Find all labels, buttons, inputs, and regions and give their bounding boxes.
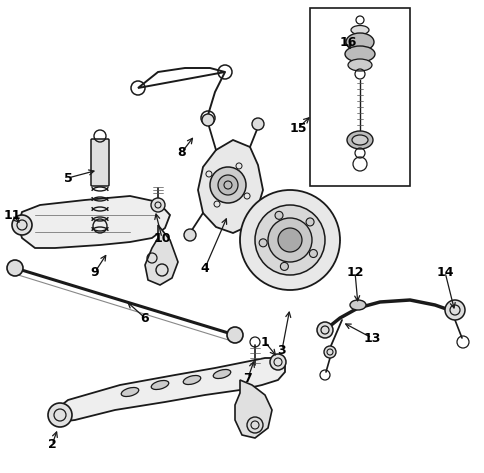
Ellipse shape (213, 369, 230, 378)
Bar (309, 8, 409, 186)
Text: 14: 14 (435, 265, 453, 279)
Ellipse shape (346, 131, 372, 149)
Circle shape (210, 167, 245, 203)
Ellipse shape (151, 380, 168, 389)
Ellipse shape (183, 376, 200, 385)
Text: 9: 9 (91, 265, 99, 279)
Ellipse shape (349, 300, 365, 310)
Polygon shape (197, 140, 262, 233)
FancyBboxPatch shape (91, 139, 109, 186)
Circle shape (323, 346, 335, 358)
Circle shape (227, 327, 242, 343)
Ellipse shape (348, 59, 371, 71)
Circle shape (274, 211, 283, 219)
Text: 12: 12 (346, 265, 363, 279)
Text: 5: 5 (63, 172, 72, 184)
Circle shape (317, 322, 333, 338)
Polygon shape (235, 380, 272, 438)
Ellipse shape (345, 33, 373, 51)
Polygon shape (58, 358, 285, 422)
Text: 1: 1 (260, 335, 269, 349)
Text: 2: 2 (47, 438, 56, 452)
Polygon shape (145, 225, 178, 285)
Ellipse shape (344, 46, 374, 62)
Circle shape (252, 118, 263, 130)
Circle shape (280, 263, 288, 271)
Circle shape (258, 239, 267, 247)
Circle shape (240, 190, 339, 290)
Circle shape (246, 417, 262, 433)
Text: 11: 11 (3, 209, 21, 221)
Ellipse shape (121, 387, 138, 396)
Circle shape (255, 205, 324, 275)
Text: 6: 6 (140, 312, 149, 324)
Polygon shape (18, 196, 170, 248)
Circle shape (217, 175, 238, 195)
Text: 4: 4 (200, 262, 209, 274)
Text: 3: 3 (277, 343, 286, 357)
Circle shape (151, 198, 165, 212)
Text: 13: 13 (363, 332, 380, 344)
Text: 7: 7 (243, 371, 252, 385)
Circle shape (305, 218, 314, 226)
Ellipse shape (351, 135, 367, 145)
Circle shape (309, 249, 317, 257)
Ellipse shape (350, 26, 368, 35)
Circle shape (12, 215, 32, 235)
Text: 8: 8 (177, 146, 186, 158)
Circle shape (277, 228, 302, 252)
Circle shape (270, 354, 286, 370)
Text: 10: 10 (153, 231, 170, 245)
Text: 15: 15 (288, 122, 306, 134)
Circle shape (201, 114, 213, 126)
Circle shape (268, 218, 311, 262)
Text: 16: 16 (339, 35, 356, 49)
Circle shape (48, 403, 72, 427)
Circle shape (7, 260, 23, 276)
Circle shape (183, 229, 196, 241)
Circle shape (444, 300, 464, 320)
